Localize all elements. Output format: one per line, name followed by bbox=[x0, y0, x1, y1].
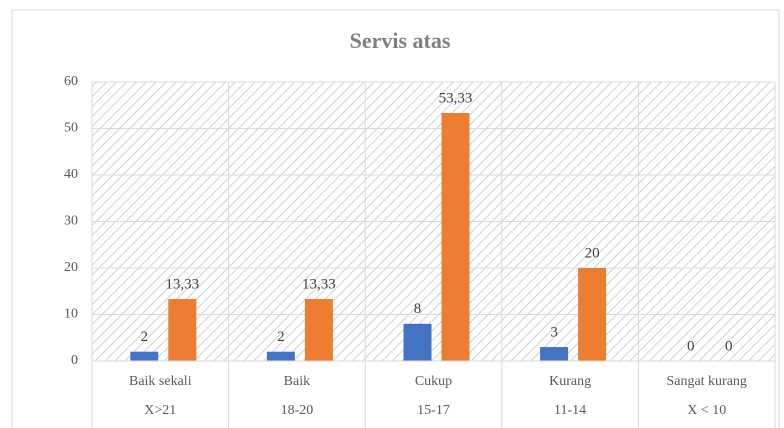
x-tick-label: Kurang bbox=[549, 374, 591, 389]
x-subcategory-label: X>21 bbox=[144, 403, 176, 418]
bar bbox=[266, 351, 295, 361]
y-tick-label: 10 bbox=[64, 307, 78, 322]
x-subcategory-label: X < 10 bbox=[687, 403, 726, 418]
data-label: 3 bbox=[550, 324, 558, 340]
x-tick-label: Sangat kurang bbox=[666, 374, 746, 389]
y-tick-label: 20 bbox=[64, 260, 78, 275]
x-subcategory-label: 15-17 bbox=[417, 403, 450, 418]
x-subcategory-label: 11-14 bbox=[554, 403, 586, 418]
bar bbox=[403, 323, 432, 361]
data-label: 2 bbox=[277, 329, 285, 345]
data-label: 2 bbox=[141, 329, 149, 345]
bar bbox=[304, 299, 333, 361]
bar bbox=[168, 299, 197, 361]
data-label: 0 bbox=[725, 338, 733, 354]
bar bbox=[540, 347, 569, 361]
data-label: 13,33 bbox=[165, 276, 199, 292]
y-tick-label: 50 bbox=[64, 121, 78, 136]
data-label: 13,33 bbox=[302, 276, 336, 292]
data-label: 20 bbox=[585, 245, 600, 261]
data-label: 53,33 bbox=[439, 90, 473, 106]
bar bbox=[441, 113, 470, 361]
y-tick-label: 0 bbox=[71, 353, 78, 368]
x-tick-label: Cukup bbox=[415, 374, 452, 389]
y-tick-label: 60 bbox=[64, 74, 78, 89]
data-label: 0 bbox=[687, 338, 695, 354]
bar bbox=[578, 268, 607, 361]
chart-title: Servis atas bbox=[350, 28, 451, 53]
bar bbox=[130, 351, 159, 361]
x-tick-label: Baik bbox=[284, 374, 310, 389]
data-label: 8 bbox=[414, 301, 422, 317]
y-tick-label: 30 bbox=[64, 214, 78, 229]
x-subcategory-label: 18-20 bbox=[281, 403, 314, 418]
x-tick-label: Baik sekali bbox=[129, 374, 192, 389]
y-tick-label: 40 bbox=[64, 167, 78, 182]
